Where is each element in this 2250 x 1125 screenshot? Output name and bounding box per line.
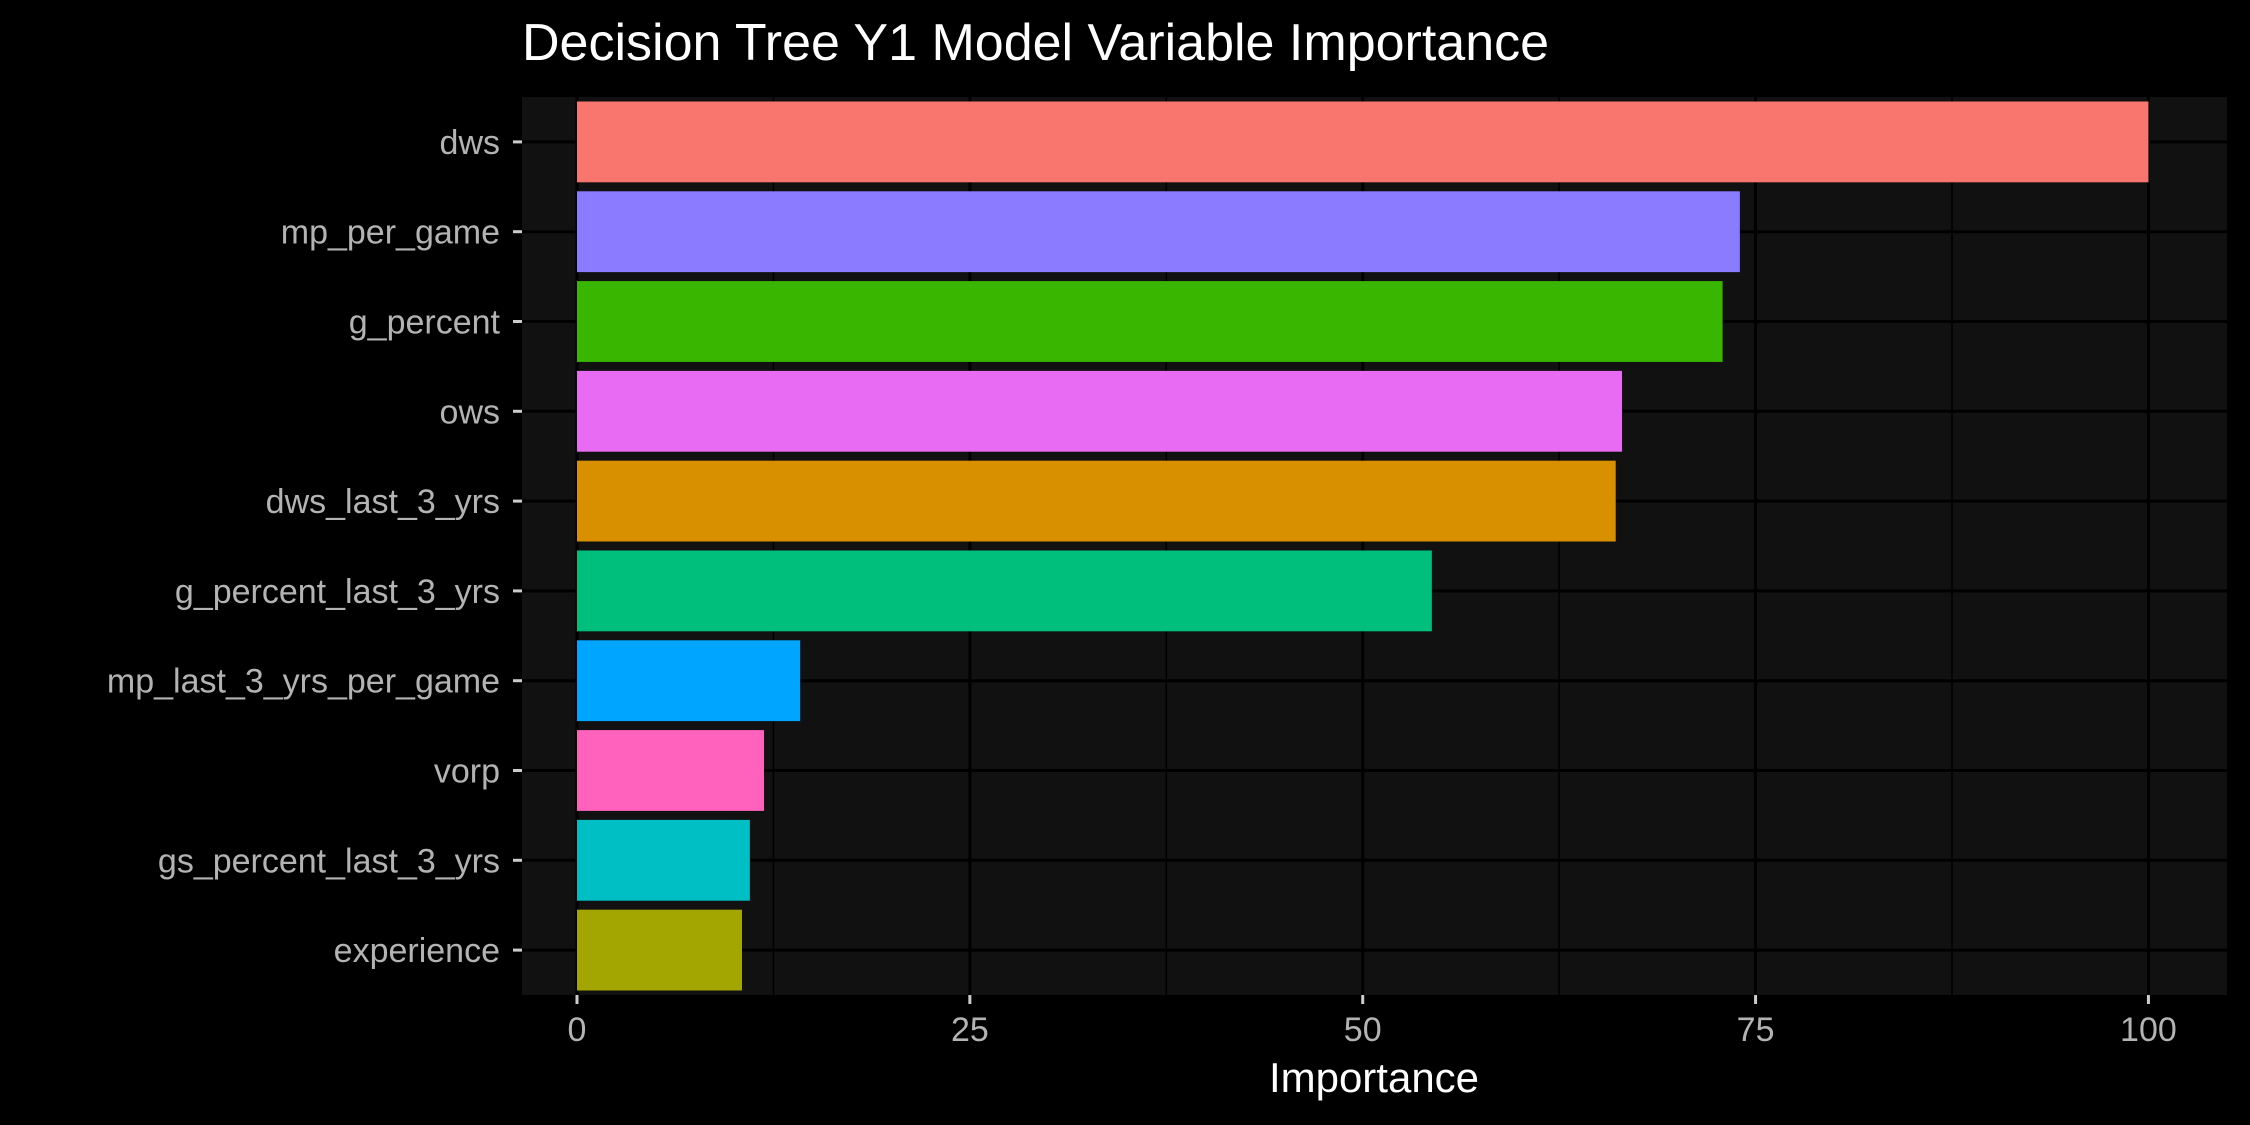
bar-experience bbox=[577, 909, 742, 991]
bar-vorp bbox=[577, 730, 764, 811]
y-tick-label: experience bbox=[334, 932, 500, 970]
bar-mp-last-3-yrs-per-game bbox=[577, 640, 801, 722]
bar-g-percent bbox=[577, 281, 1723, 362]
y-tick-label: g_percent bbox=[349, 304, 501, 342]
y-tick-label: dws bbox=[440, 124, 500, 162]
bars bbox=[577, 101, 2149, 991]
y-tick-label: ows bbox=[440, 393, 500, 431]
bar-ows bbox=[577, 370, 1622, 452]
y-tick-label: mp_per_game bbox=[281, 214, 500, 252]
x-tick-label: 100 bbox=[2120, 1011, 2177, 1049]
x-tick-label: 50 bbox=[1344, 1011, 1382, 1049]
x-tick-label: 0 bbox=[568, 1011, 587, 1049]
bar-dws-last-3-yrs bbox=[577, 460, 1616, 542]
y-tick-label: mp_last_3_yrs_per_game bbox=[107, 663, 500, 701]
x-axis-title: Importance bbox=[1269, 1054, 1479, 1101]
bar-g-percent-last-3-yrs bbox=[577, 550, 1432, 632]
x-tick-label: 75 bbox=[1737, 1011, 1775, 1049]
chart-title: Decision Tree Y1 Model Variable Importan… bbox=[522, 14, 1549, 72]
bar-mp-per-game bbox=[577, 191, 1740, 273]
y-tick-label: vorp bbox=[434, 753, 500, 791]
x-axis: 0 25 50 75 100 bbox=[568, 995, 2177, 1049]
y-tick-label: dws_last_3_yrs bbox=[266, 483, 500, 521]
bar-dws bbox=[577, 101, 2149, 183]
y-tick-label: g_percent_last_3_yrs bbox=[175, 573, 500, 611]
x-tick-label: 25 bbox=[951, 1011, 989, 1049]
bar-gs-percent-last-3-yrs bbox=[577, 819, 750, 901]
y-tick-label: gs_percent_last_3_yrs bbox=[158, 842, 500, 880]
